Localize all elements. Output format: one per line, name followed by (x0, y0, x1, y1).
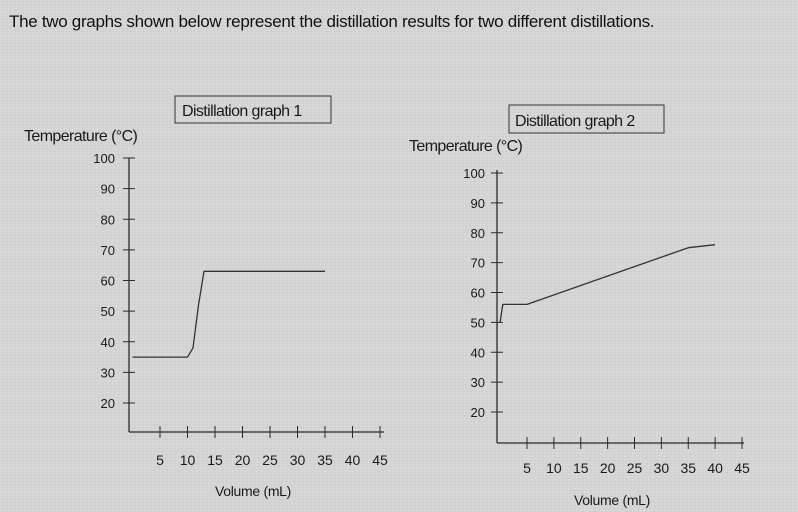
graph2-y-tick-label: 60 (471, 286, 485, 301)
graph1-y-tick-label: 20 (101, 396, 115, 411)
graph2-y-tick-label: 70 (471, 256, 485, 271)
graph2-title-box (508, 104, 665, 134)
graph1-x-tick-label: 15 (207, 452, 223, 468)
graph2-x-tick-label: 20 (600, 460, 616, 476)
graph1-title: Distillation graph 1 (182, 103, 302, 120)
graph1-data-line (132, 270, 325, 358)
graph2-x-tick-label: 15 (573, 460, 589, 476)
graph2-x-axis-label: Volume (mL) (574, 492, 650, 508)
graph1-x-tick-label: 40 (345, 452, 361, 468)
graph2-y-tick-label: 80 (471, 226, 485, 241)
question-text: The two graphs shown below represent the… (9, 12, 655, 31)
graph1-x-axis-label: Volume (mL) (215, 483, 291, 499)
graph1-x-tick-label: 30 (290, 452, 306, 468)
graph2-y-tick-label: 50 (471, 315, 485, 330)
graph1-y-tick-label: 50 (101, 304, 115, 319)
graph2-y-tick-label: 20 (471, 405, 485, 420)
graph2-x-tick-label: 10 (546, 460, 562, 476)
graph2-x-tick-label: 5 (523, 460, 531, 476)
graph2-x-tick-label: 40 (707, 460, 723, 476)
graph2-y-tick-label: 90 (471, 196, 485, 211)
graph1-x-tick-label: 35 (317, 452, 333, 468)
graph1-title-box (174, 95, 332, 124)
graph1-y-tick-label: 60 (101, 274, 115, 289)
graph1-y-tick-label: 40 (101, 335, 115, 350)
graph2-y-tick-label: 30 (471, 375, 485, 390)
graph1-y-tick-label: 100 (93, 151, 115, 166)
graph1-y-tick-label: 70 (101, 243, 115, 258)
graph2-y-tick-label: 40 (471, 345, 485, 360)
graph2-x-tick-label: 25 (627, 460, 643, 476)
graph1-x-tick-label: 20 (235, 452, 251, 468)
graph1-x-tick-label: 45 (372, 452, 388, 468)
graph2-x-tick-label: 35 (680, 460, 696, 476)
graph1-y-axis-label: Temperature (°C) (24, 128, 138, 145)
graph1-y-tick-label: 30 (101, 365, 115, 380)
graph1-x-tick-label: 5 (156, 452, 164, 468)
graph1-x-tick-label: 25 (262, 452, 278, 468)
graph2-x-tick-label: 45 (734, 460, 750, 476)
graph2-data-line (499, 244, 716, 323)
graph2-x-tick-label: 30 (654, 460, 670, 476)
graph1-y-tick-label: 90 (101, 182, 115, 197)
graph1-x-tick-label: 10 (180, 452, 196, 468)
graph2-y-tick-label: 100 (463, 166, 485, 181)
graph1-y-tick-label: 80 (101, 212, 115, 227)
graph2-y-axis-label: Temperature (°C) (409, 138, 523, 155)
graph2-title: Distillation graph 2 (515, 113, 635, 130)
